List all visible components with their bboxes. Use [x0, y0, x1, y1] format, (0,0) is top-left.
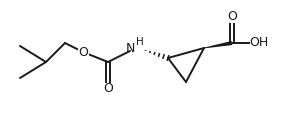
Text: O: O [103, 82, 113, 95]
Bar [250, 38, 268, 48]
Text: OH: OH [249, 36, 269, 49]
Text: O: O [227, 11, 237, 23]
Text: H: H [136, 37, 144, 47]
Bar [102, 82, 113, 93]
Text: O: O [78, 46, 88, 59]
Bar [226, 11, 237, 23]
Text: N: N [126, 42, 135, 55]
Bar [130, 44, 141, 55]
Bar [78, 46, 88, 57]
Polygon shape [204, 41, 232, 48]
